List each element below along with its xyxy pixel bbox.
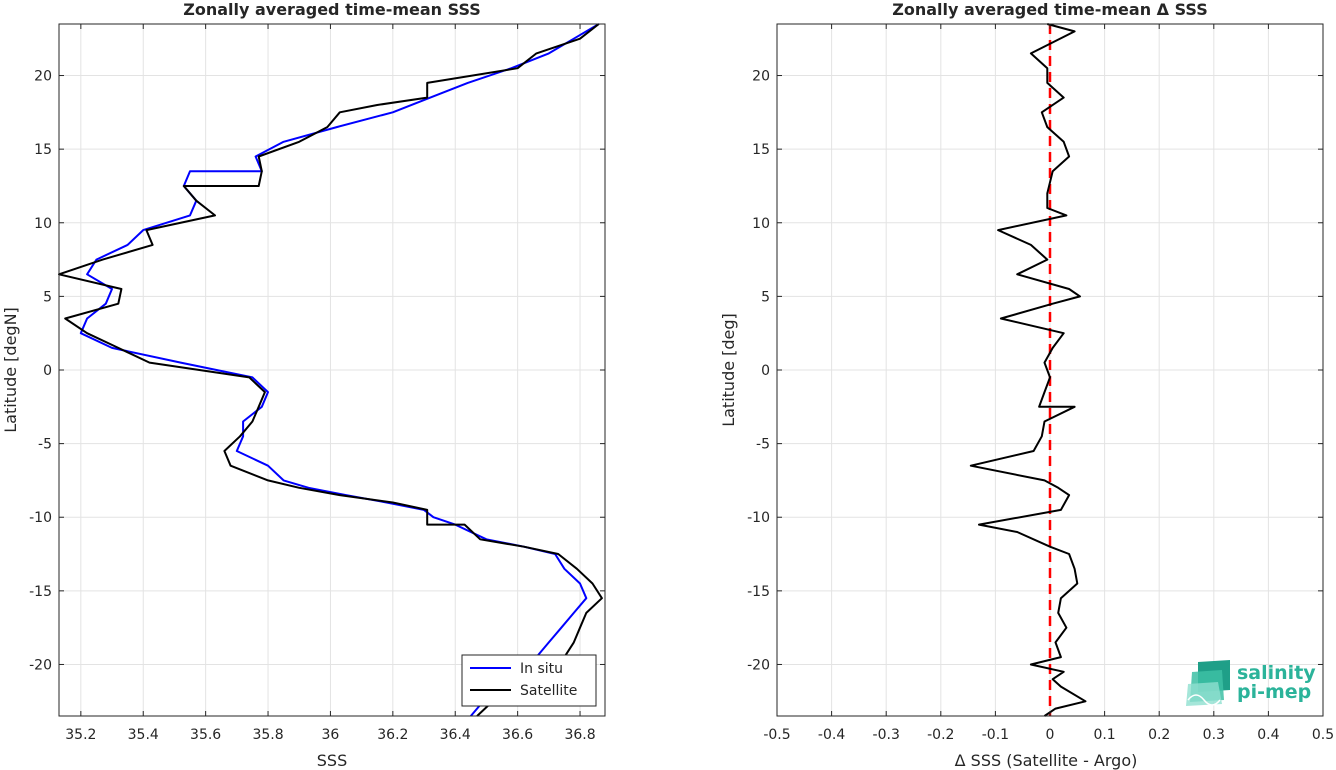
- legend-label-in-situ: In situ: [520, 661, 563, 677]
- right-x-tick-label: -0.1: [982, 727, 1009, 743]
- left-y-tick-label: -20: [29, 657, 52, 673]
- series-line-satellite: [58, 23, 603, 717]
- right-data-lines: [969, 23, 1087, 717]
- right-y-tick-label: -20: [747, 657, 770, 673]
- right-x-tick-label: -0.3: [873, 727, 900, 743]
- right-x-axis-label: Δ SSS (Satellite - Argo): [955, 751, 1138, 770]
- right-x-tick-label: -0.4: [818, 727, 845, 743]
- right-chart-title: Zonally averaged time-mean Δ SSS: [892, 0, 1208, 19]
- left-x-tick-label: 36.8: [564, 727, 595, 743]
- series-line-in-situ: [79, 23, 600, 717]
- logo-wave-icon: [1186, 660, 1230, 706]
- series-line-delta-sss: [969, 23, 1087, 717]
- left-x-tick-label: 36.4: [440, 727, 471, 743]
- left-y-tick-label: -5: [38, 437, 52, 453]
- left-x-axis-label: SSS: [317, 751, 347, 770]
- left-x-tick-label: 36.6: [502, 727, 533, 743]
- right-axes: -0.5 -0.4 -0.3 -0.2 -0.1 0 0.1 0.2 0.3 0.4 0.5 -20 -…: [719, 0, 1334, 770]
- right-ticks: -0.5 -0.4 -0.3 -0.2 -0.1 0 0.1 0.2 0.3 0.4 0.5 -20 -…: [747, 24, 1334, 743]
- left-data-lines: [58, 23, 603, 717]
- left-y-tick-label: 5: [43, 289, 52, 305]
- right-x-tick-label: 0.3: [1203, 727, 1225, 743]
- right-y-tick-label: -10: [747, 510, 770, 526]
- left-x-tick-label: 36: [322, 727, 340, 743]
- left-y-tick-label: -10: [29, 510, 52, 526]
- logo-text-line1: salinity: [1237, 662, 1316, 684]
- legend-label-satellite: Satellite: [520, 683, 577, 699]
- right-y-tick-label: 5: [761, 289, 770, 305]
- left-x-tick-label: 35.6: [190, 727, 221, 743]
- right-x-tick-label: 0.2: [1148, 727, 1170, 743]
- left-x-tick-label: 35.8: [252, 727, 283, 743]
- logo-text-line2: pi-mep: [1237, 681, 1311, 703]
- right-y-tick-label: 10: [752, 216, 770, 232]
- left-y-tick-label: 20: [34, 69, 52, 85]
- left-y-axis-label: Latitude [degN]: [1, 307, 20, 433]
- right-x-tick-label: -0.5: [763, 727, 790, 743]
- right-y-axis-label: Latitude [deg]: [719, 313, 738, 427]
- right-y-tick-label: 0: [761, 363, 770, 379]
- right-y-tick-label: -15: [747, 584, 770, 600]
- left-axes: 35.2 35.4 35.6 35.8 36 36.2 36.4 36.6 36.8 -20 -15…: [1, 0, 606, 770]
- left-y-tick-label: -15: [29, 584, 52, 600]
- right-x-tick-label: -0.2: [927, 727, 954, 743]
- left-chart-title: Zonally averaged time-mean SSS: [183, 0, 481, 19]
- left-x-tick-label: 35.4: [128, 727, 159, 743]
- salinity-pi-mep-logo: salinity pi-mep: [1186, 660, 1316, 706]
- left-x-tick-label: 36.2: [377, 727, 408, 743]
- right-y-tick-label: -5: [756, 437, 770, 453]
- left-y-tick-label: 15: [34, 142, 52, 158]
- right-x-tick-label: 0.5: [1312, 727, 1334, 743]
- legend: In situ Satellite: [461, 654, 597, 707]
- right-y-tick-label: 15: [752, 142, 770, 158]
- left-ticks: 35.2 35.4 35.6 35.8 36 36.2 36.4 36.6 36.8 -20 -15…: [29, 24, 605, 743]
- right-x-tick-label: 0: [1046, 727, 1055, 743]
- left-y-tick-label: 0: [43, 363, 52, 379]
- legend-box: [461, 654, 597, 707]
- right-x-tick-label: 0.4: [1257, 727, 1279, 743]
- right-x-tick-label: 0.1: [1093, 727, 1115, 743]
- right-y-tick-label: 20: [752, 69, 770, 85]
- left-y-tick-label: 10: [34, 216, 52, 232]
- left-x-tick-label: 35.2: [65, 727, 96, 743]
